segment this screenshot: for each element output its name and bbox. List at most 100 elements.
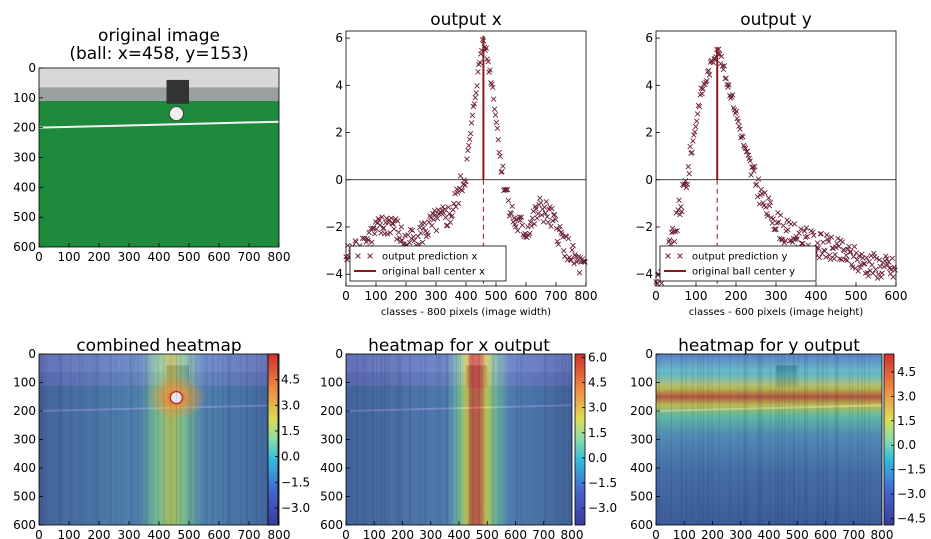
x-tick-label: 700 bbox=[238, 528, 261, 539]
data-point bbox=[377, 222, 383, 228]
data-point bbox=[344, 256, 350, 263]
colorbar: 6.0 4.5 3.0 1.5 0.0 −1.5 −3.0 bbox=[574, 350, 617, 526]
data-point bbox=[723, 75, 729, 81]
data-point bbox=[538, 200, 544, 206]
data-point bbox=[733, 108, 740, 114]
data-point bbox=[492, 112, 499, 118]
data-point bbox=[390, 220, 396, 227]
colorbar-tick-label: −1.5 bbox=[897, 463, 926, 477]
data-point bbox=[565, 235, 572, 242]
legend-label: original ball center x bbox=[382, 267, 485, 278]
y-tick-label: 400 bbox=[13, 180, 36, 194]
data-point bbox=[561, 247, 567, 254]
x-tick-label: 800 bbox=[268, 250, 291, 264]
colorbar-tick-label: 0.0 bbox=[897, 438, 916, 452]
data-point bbox=[551, 211, 558, 218]
data-point bbox=[537, 195, 543, 201]
data-point bbox=[433, 227, 440, 234]
x-tick-label: 700 bbox=[532, 528, 555, 539]
data-point bbox=[740, 142, 747, 149]
panel-output-x: output x classes - 800 pixels (image widt… bbox=[325, 10, 597, 318]
colorbar-tick-label: 3.0 bbox=[281, 398, 300, 412]
x-tick-label: 400 bbox=[805, 289, 828, 303]
data-point bbox=[737, 126, 743, 132]
chart-title: (ball: x=458, y=153) bbox=[69, 44, 248, 64]
x-tick-label: 200 bbox=[701, 528, 724, 539]
data-point bbox=[799, 240, 805, 247]
stripe-texture bbox=[658, 354, 871, 525]
data-point bbox=[670, 229, 677, 235]
colorbar: 4.5 3.0 1.5 0.0 −1.5 −3.0 −4.5 bbox=[883, 353, 926, 525]
data-point bbox=[679, 208, 685, 215]
y-tick-label: 600 bbox=[13, 240, 36, 254]
data-point bbox=[514, 227, 521, 234]
y-tick-label: 100 bbox=[630, 376, 653, 390]
data-point bbox=[787, 238, 793, 244]
x-tick-label: 200 bbox=[725, 289, 748, 303]
y-tick-label: 6 bbox=[335, 31, 343, 45]
data-point bbox=[762, 190, 768, 196]
data-point bbox=[835, 235, 841, 242]
y-tick-label: 0 bbox=[645, 173, 653, 187]
y-tick-label: 400 bbox=[13, 461, 36, 475]
y-tick-label: −2 bbox=[325, 220, 343, 234]
y-tick-label: 500 bbox=[630, 490, 653, 504]
panel-output-y: output y classes - 600 pixels (image heig… bbox=[635, 10, 907, 318]
y-tick-label: 400 bbox=[630, 461, 653, 475]
data-point bbox=[822, 248, 828, 254]
x-tick-label: 700 bbox=[545, 289, 568, 303]
data-point bbox=[780, 222, 787, 229]
data-point bbox=[553, 225, 560, 232]
y-tick-label: 500 bbox=[320, 490, 343, 504]
data-point bbox=[798, 226, 804, 232]
x-tick-label: 0 bbox=[652, 289, 660, 303]
chart-title: output x bbox=[430, 10, 502, 30]
data-point bbox=[848, 249, 854, 255]
data-point bbox=[691, 132, 697, 138]
data-point bbox=[736, 123, 742, 129]
x-tick-label: 300 bbox=[419, 528, 442, 539]
legend-marker bbox=[677, 253, 683, 259]
data-point bbox=[674, 227, 680, 234]
data-point bbox=[765, 195, 772, 201]
x-tick-label: 300 bbox=[118, 250, 141, 264]
x-tick-label: 0 bbox=[342, 289, 350, 303]
data-point bbox=[500, 163, 506, 169]
data-point bbox=[502, 187, 509, 193]
colorbar-tick-label: −3.0 bbox=[588, 501, 617, 515]
y-tick-label: 300 bbox=[630, 433, 653, 447]
data-point bbox=[555, 241, 562, 247]
x-tick-label: 500 bbox=[178, 528, 201, 539]
data-point bbox=[828, 234, 835, 240]
y-tick-label: 2 bbox=[335, 126, 343, 140]
data-point bbox=[468, 120, 475, 126]
x-tick-label: 100 bbox=[58, 250, 81, 264]
heatmap-overlay bbox=[346, 354, 572, 525]
data-point bbox=[540, 219, 547, 225]
data-point bbox=[571, 260, 577, 267]
data-point bbox=[490, 96, 497, 102]
data-point bbox=[426, 219, 432, 225]
data-point bbox=[420, 225, 427, 231]
data-point bbox=[389, 221, 395, 227]
data-point bbox=[497, 153, 503, 160]
data-point bbox=[744, 148, 751, 154]
data-point bbox=[538, 212, 545, 218]
data-point bbox=[849, 264, 856, 270]
data-point bbox=[473, 90, 479, 96]
chart-title: output y bbox=[740, 10, 812, 30]
data-point bbox=[533, 206, 539, 212]
data-point bbox=[535, 210, 541, 217]
colorbar-gradient bbox=[267, 353, 279, 526]
y-tick-label: 0 bbox=[335, 173, 343, 187]
data-point bbox=[823, 254, 829, 260]
data-point bbox=[754, 193, 761, 200]
colorbar: 4.5 3.0 1.5 0.0 −1.5 −3.0 bbox=[267, 353, 310, 526]
data-point bbox=[517, 217, 524, 224]
data-point bbox=[668, 241, 674, 247]
colorbar-tick-label: 3.0 bbox=[897, 389, 916, 403]
data-point bbox=[785, 227, 791, 233]
x-tick-label: 400 bbox=[758, 528, 781, 539]
x-tick-label: 500 bbox=[178, 250, 201, 264]
